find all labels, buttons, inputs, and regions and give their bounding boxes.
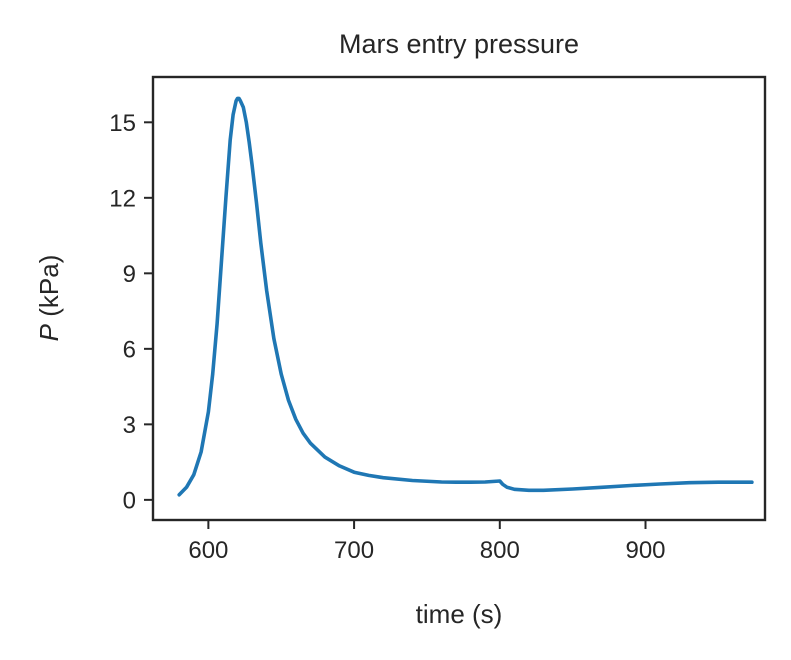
series-line [177, 96, 754, 497]
y-tick-label: 12 [109, 185, 136, 212]
chart-title: Mars entry pressure [339, 29, 579, 59]
x-tick-label: 800 [480, 537, 520, 564]
y-axis-label-unit: (kPa) [34, 255, 64, 317]
y-axis-label: P (kPa) [34, 255, 64, 342]
x-axis: 600 700 800 900 [188, 520, 666, 564]
y-tick-label: 9 [123, 261, 136, 288]
x-tick-label: 600 [188, 537, 228, 564]
y-tick-label: 15 [109, 110, 136, 137]
y-tick-label: 3 [123, 412, 136, 439]
y-tick-label: 0 [123, 487, 136, 514]
y-axis: 0 3 6 9 12 15 [109, 110, 153, 514]
chart-marks [177, 96, 754, 497]
plot-area [153, 77, 765, 520]
x-axis-label: time (s) [416, 599, 503, 629]
y-axis-label-symbol: P [34, 323, 64, 341]
plot-frame [151, 75, 767, 522]
x-tick-label: 900 [625, 537, 665, 564]
y-tick-label: 6 [123, 336, 136, 363]
x-tick-label: 700 [334, 537, 374, 564]
